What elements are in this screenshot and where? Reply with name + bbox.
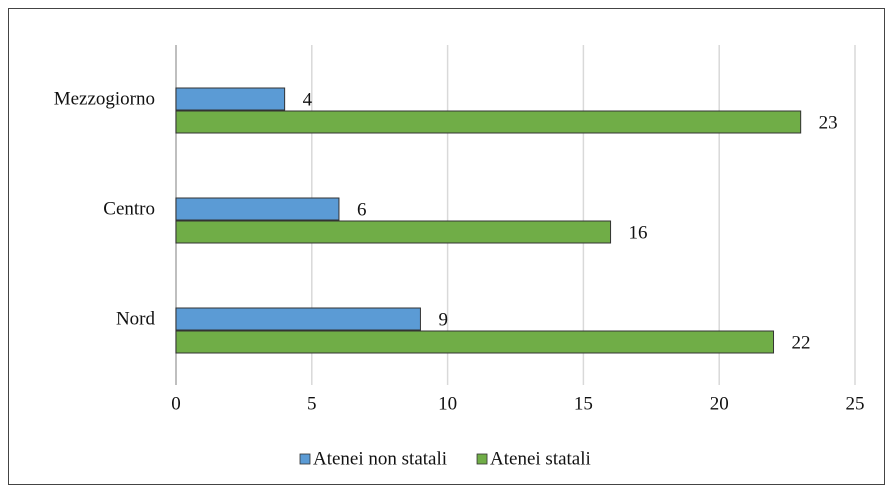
x-tick-label: 10	[438, 393, 457, 414]
x-tick-label: 20	[710, 393, 729, 414]
data-label: 16	[629, 222, 648, 243]
chart-frame	[8, 8, 885, 485]
legend-label: Atenei non statali	[313, 448, 447, 469]
bar	[175, 197, 340, 221]
x-tick-label: 25	[846, 393, 865, 414]
legend-swatch	[476, 453, 488, 465]
data-label: 6	[357, 199, 367, 220]
bar	[175, 110, 802, 134]
data-label: 9	[438, 309, 448, 330]
y-tick-label: Mezzogiorno	[54, 88, 155, 109]
data-label: 22	[792, 332, 811, 353]
bar	[175, 87, 286, 111]
legend-label: Atenei statali	[490, 448, 591, 469]
bar	[175, 307, 421, 331]
x-tick-label: 15	[574, 393, 593, 414]
x-tick-label: 0	[171, 393, 181, 414]
data-label: 23	[819, 112, 838, 133]
legend-swatch	[299, 453, 311, 465]
y-tick-label: Centro	[103, 198, 155, 219]
x-tick-label: 5	[307, 393, 317, 414]
data-label: 4	[303, 89, 313, 110]
bar	[175, 220, 612, 244]
y-tick-label: Nord	[116, 308, 156, 329]
bar	[175, 330, 775, 354]
